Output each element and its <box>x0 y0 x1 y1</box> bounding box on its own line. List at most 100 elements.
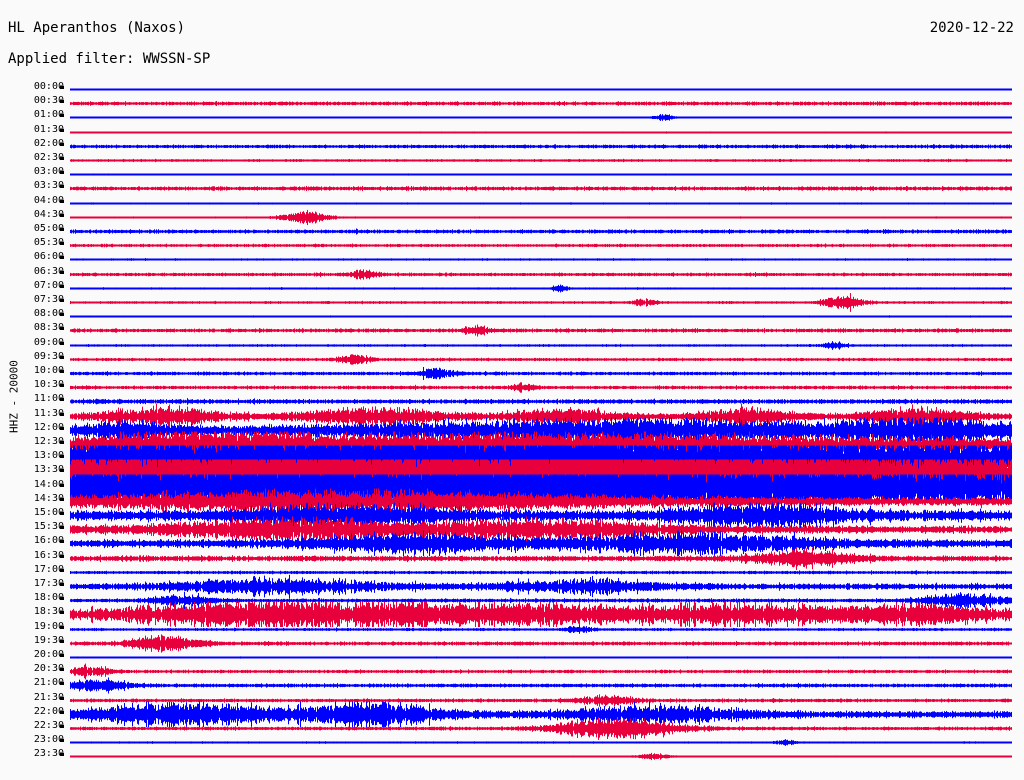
trace-time-label: 23:00 <box>33 734 64 746</box>
axis-tick <box>60 228 64 231</box>
trace-time-label: 05:30 <box>33 237 64 249</box>
axis-tick <box>60 398 64 402</box>
axis-tick <box>60 625 64 629</box>
trace-time-label: 05:00 <box>33 223 64 234</box>
trace-time-label: 02:00 <box>33 137 64 149</box>
axis-tick <box>60 284 64 288</box>
trace-time-label: 21:30 <box>33 691 64 703</box>
record-date: 2020-12-22 <box>929 20 1014 36</box>
trace-time-label: 12:00 <box>33 421 64 433</box>
trace-time-label: 17:00 <box>33 563 64 575</box>
axis-tick <box>60 725 64 728</box>
axis-tick <box>60 100 64 104</box>
trace-time-label: 15:30 <box>33 521 64 533</box>
axis-tick <box>60 554 64 558</box>
axis-tick <box>60 483 64 487</box>
axis-tick <box>60 142 64 146</box>
trace-time-label: 21:00 <box>33 677 64 689</box>
trace-time-label: 20:00 <box>33 649 64 660</box>
trace-time-label: 09:00 <box>33 336 64 348</box>
seismogram-plot-area: 00:00 00:30 01:00 01:30 02:00 02:30 03:00 03:30… <box>0 76 1024 770</box>
axis-tick <box>60 682 64 686</box>
trace-time-label: 13:00 <box>33 450 64 462</box>
trace-time-label: 15:00 <box>33 507 64 518</box>
trace-row: 23:30 <box>0 743 1024 770</box>
axis-tick <box>60 739 64 743</box>
axis-tick <box>60 412 64 416</box>
axis-tick <box>60 611 64 615</box>
axis-tick <box>60 639 64 643</box>
trace-time-label: 03:30 <box>33 180 64 192</box>
axis-tick <box>60 341 64 345</box>
axis-tick <box>60 597 64 601</box>
axis-tick <box>60 299 64 302</box>
axis-tick <box>60 86 64 89</box>
axis-tick <box>60 384 64 388</box>
trace-time-label: 08:00 <box>33 308 64 320</box>
axis-tick <box>60 753 64 757</box>
trace-time-label: 01:30 <box>33 123 64 135</box>
trace-time-label: 14:00 <box>33 478 64 490</box>
trace-time-label: 22:00 <box>33 705 64 717</box>
axis-tick <box>60 455 64 459</box>
trace-time-label: 10:30 <box>33 379 64 391</box>
axis-tick <box>60 710 64 714</box>
axis-tick <box>60 654 64 657</box>
trace-time-label: 07:30 <box>33 294 64 305</box>
axis-tick <box>60 185 64 189</box>
axis-tick <box>60 213 64 217</box>
trace-time-label: 12:30 <box>33 436 64 447</box>
trace-time-label: 22:30 <box>33 720 64 731</box>
trace-time-label: 04:30 <box>33 208 64 220</box>
axis-tick <box>60 313 64 317</box>
trace-time-label: 18:30 <box>33 606 64 618</box>
axis-tick <box>60 540 64 544</box>
trace-time-label: 01:00 <box>33 109 64 121</box>
axis-tick <box>60 199 64 203</box>
axis-tick <box>60 370 64 373</box>
axis-tick <box>60 128 64 132</box>
trace-time-label: 11:30 <box>33 407 64 419</box>
axis-tick <box>60 270 64 274</box>
trace-time-label: 14:30 <box>33 492 64 504</box>
trace-time-label: 11:00 <box>33 393 64 405</box>
trace-time-label: 02:30 <box>33 152 64 163</box>
trace-time-label: 00:00 <box>33 81 64 92</box>
axis-tick <box>60 497 64 501</box>
trace-time-label: 04:00 <box>33 194 64 206</box>
axis-tick <box>60 355 64 359</box>
trace-time-label: 03:00 <box>33 166 64 178</box>
axis-tick <box>60 568 64 572</box>
trace-time-label: 23:30 <box>33 748 64 760</box>
axis-tick <box>60 157 64 160</box>
axis-tick <box>60 171 64 175</box>
axis-tick <box>60 327 64 331</box>
trace-time-label: 00:30 <box>33 95 64 107</box>
page-title: HL Aperanthos (Naxos) <box>8 20 186 36</box>
axis-tick <box>60 526 64 530</box>
axis-tick <box>60 696 64 700</box>
trace-waveform <box>70 743 1012 770</box>
trace-time-label: 16:00 <box>33 535 64 547</box>
trace-time-label: 17:30 <box>33 578 64 589</box>
applied-filter-label: Applied filter: WWSSN-SP <box>8 51 211 67</box>
trace-time-label: 18:00 <box>33 592 64 604</box>
axis-tick <box>60 242 64 246</box>
axis-tick <box>60 583 64 586</box>
trace-time-label: 06:30 <box>33 265 64 277</box>
trace-time-label: 16:30 <box>33 549 64 561</box>
trace-time-label: 19:00 <box>33 620 64 632</box>
trace-time-label: 10:00 <box>33 365 64 376</box>
trace-time-label: 07:00 <box>33 279 64 291</box>
axis-tick <box>60 256 64 260</box>
trace-time-label: 09:30 <box>33 350 64 362</box>
trace-time-label: 19:30 <box>33 634 64 646</box>
trace-time-label: 06:00 <box>33 251 64 263</box>
trace-time-label: 20:30 <box>33 663 64 675</box>
trace-time-label: 08:30 <box>33 322 64 334</box>
axis-tick <box>60 469 64 473</box>
axis-tick <box>60 426 64 430</box>
axis-tick <box>60 668 64 672</box>
axis-tick <box>60 114 64 118</box>
